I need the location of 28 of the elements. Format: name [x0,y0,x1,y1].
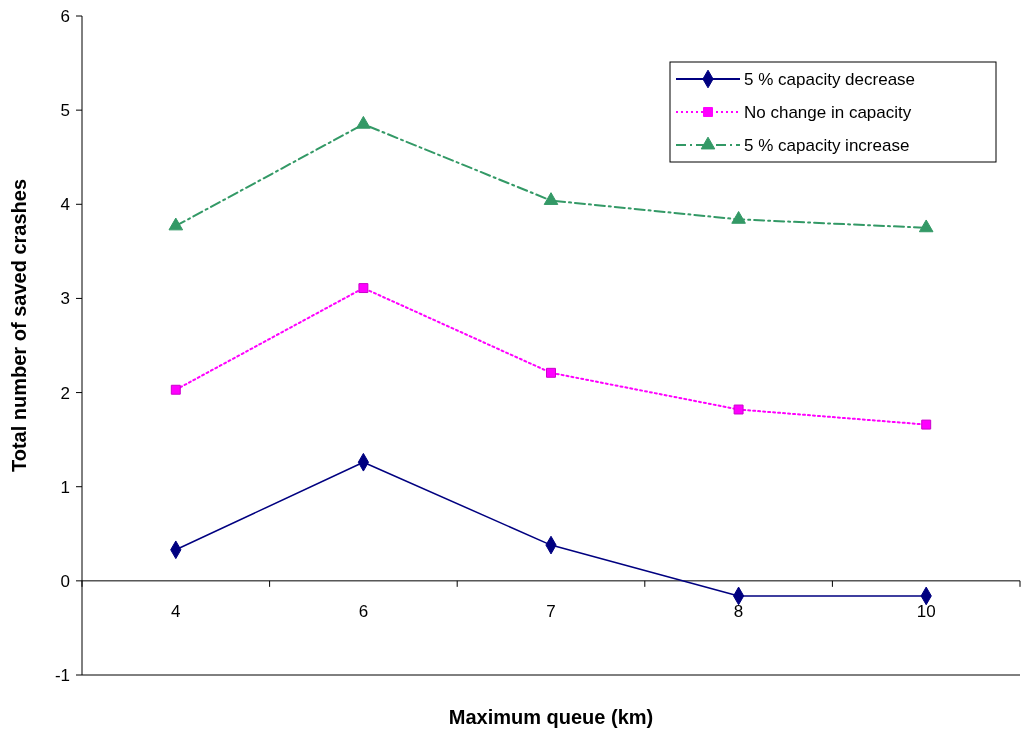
y-tick-label: 4 [60,195,70,215]
y-tick-label: 1 [60,477,70,497]
point [170,384,181,395]
legend-label: 5 % capacity decrease [744,69,916,89]
y-tick-label: -1 [54,665,70,685]
point [921,419,932,430]
point [168,217,184,231]
y-tick-label: 2 [60,383,70,403]
point [918,219,934,233]
x-axis-title: Maximum queue (km) [448,706,654,728]
x-tick-label: 7 [546,601,556,621]
point [543,192,559,205]
y-tick-label: 5 [60,101,70,121]
point [733,404,744,415]
y-tick-label: 0 [60,571,70,591]
point [731,211,746,224]
point [356,115,371,129]
legend-label: 5 % capacity increase [744,135,910,155]
x-tick-label: 6 [358,601,369,621]
x-tick-label: 10 [916,601,936,621]
point [546,367,556,378]
legend-label: No change in capacity [744,102,912,122]
x-tick-label: 4 [171,601,181,621]
y-tick-label: 3 [60,289,70,309]
x-tick-label: 8 [733,601,744,621]
y-axis-title: Total number of saved crashes [8,178,30,473]
y-tick-label: 6 [60,6,70,26]
point [358,283,369,294]
